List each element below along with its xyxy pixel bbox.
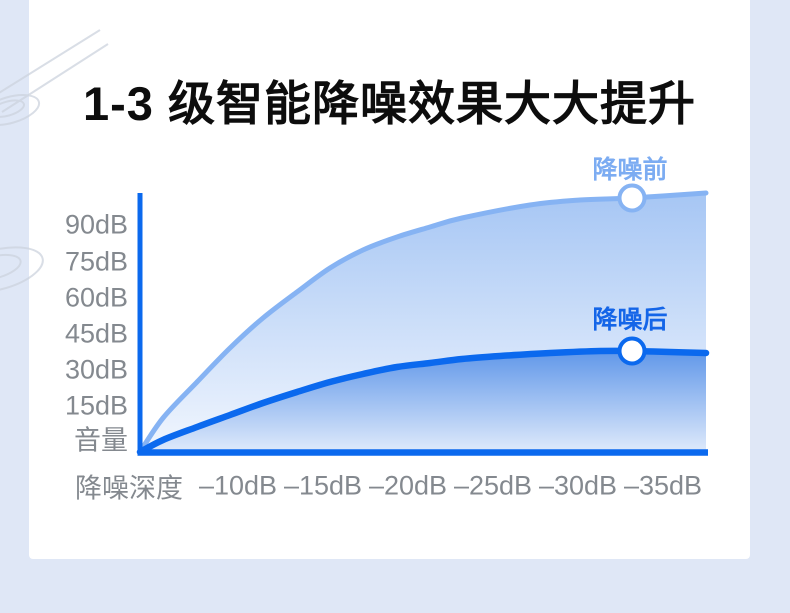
x-tick-label: –35dB [623,470,703,501]
x-tick-label: –30dB [538,470,618,501]
x-tick-label: –25dB [453,470,533,501]
y-tick-label: 45dB [64,318,128,349]
series-after-area [140,350,706,452]
legend-label-before: 降噪前 [592,156,668,184]
x-tick-label: –20dB [368,470,448,501]
x-tick-label: –15dB [283,470,363,501]
x-tick-label: –10dB [198,470,278,501]
series-after-marker [617,336,647,366]
series-before-marker [617,183,647,213]
series-before-curve [137,190,709,455]
y-tick-label: 15dB [64,390,128,421]
y-tick-label: 30dB [64,354,128,385]
y-axis-title: 音量 [74,425,128,456]
page-title: 1-3 级智能降噪效果大大提升 [83,77,696,131]
legend-label-after: 降噪后 [592,306,668,334]
y-tick-label: 60dB [64,282,128,313]
series-after-curve [136,347,710,456]
y-tick-label: 75dB [64,246,128,277]
y-tick-label: 90dB [64,209,128,240]
x-axis-title: 降噪深度 [75,473,183,504]
